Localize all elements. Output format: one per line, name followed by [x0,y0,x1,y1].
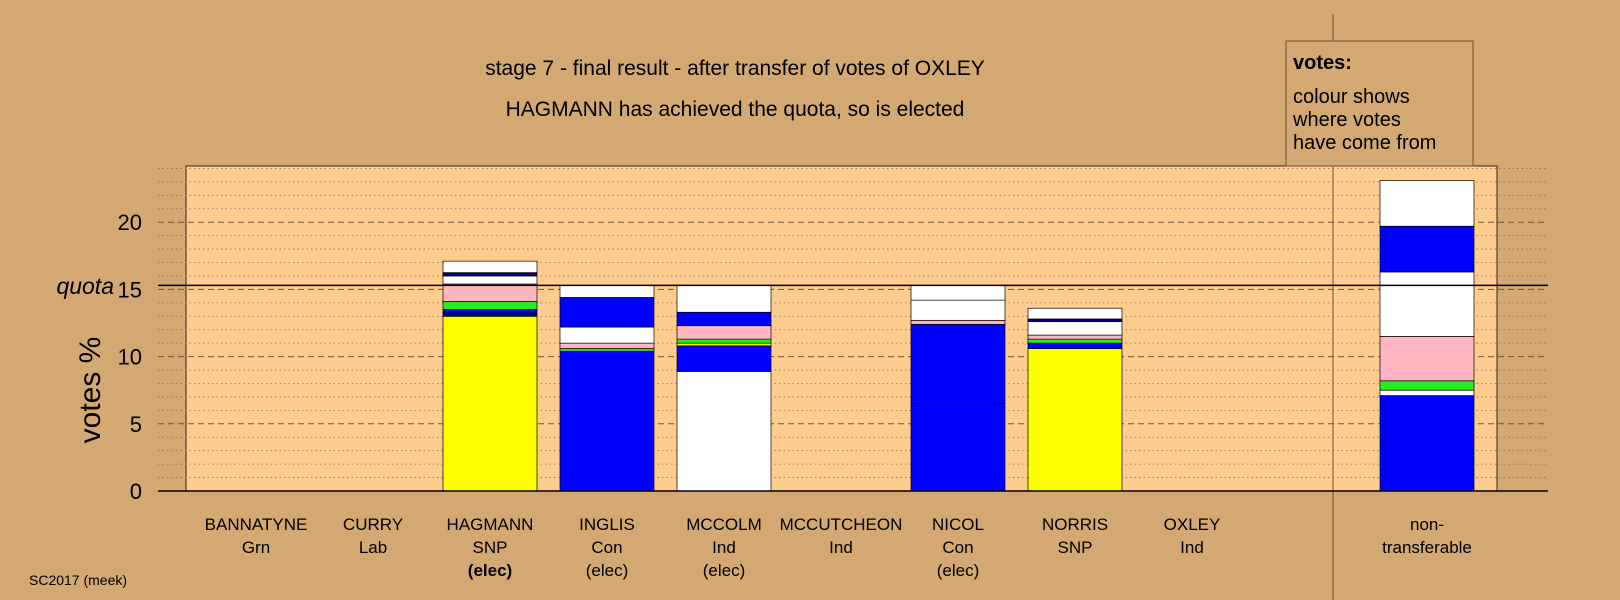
bar-norris-segment [1027,334,1123,340]
candidate-label-party: Ind [829,538,853,557]
bar-nicol-segment [910,299,1006,321]
y-tick-label: 0 [130,479,142,504]
bar-nontransferable-segment [1379,395,1475,492]
y-tick-label: 15 [118,277,142,302]
candidate-label-name: BANNATYNE [205,515,308,534]
candidate-label-name: CURRY [343,515,403,534]
bar-hagmann-segment [442,272,538,277]
plot-background [185,165,1498,492]
legend-title: votes: [1293,52,1352,74]
candidate-label-party: Grn [242,538,270,557]
candidate-label-status: (elec) [703,561,746,580]
bar-nontransferable-segment [1379,380,1475,391]
y-tick-label: 10 [118,345,142,370]
candidate-label-status: (elec) [468,561,512,580]
candidate-label-name: HAGMANN [447,515,534,534]
bar-norris-segment [1027,338,1123,344]
legend-line-2: where votes [1292,109,1401,131]
candidate-label-name: OXLEY [1164,515,1221,534]
bar-inglis-segment [559,297,655,328]
candidate-label-status: (elec) [586,561,629,580]
bar-hagmann-segment [442,309,538,314]
footer-note: SC2017 (meek) [29,572,127,588]
candidate-label-name: MCCOLM [686,515,762,534]
bar-nicol-segment [910,285,1006,301]
bar-hagmann-segment [442,301,538,310]
bar-norris-segment [1027,342,1123,349]
bar-hagmann-segment [442,260,538,273]
bar-mccolm-segment [676,338,772,344]
plot-area: 0 5 10 15 20 BANNATYNE Grn CURRY Lab HAGMANN SNP (e… [118,14,1548,600]
bar-mccolm-segment [676,342,772,347]
legend-box: votes: colour shows where votes have com… [1285,40,1474,167]
bar-hagmann-segment [442,275,538,285]
bar-inglis-segment [559,350,655,492]
bar-hagmann-segment [442,283,538,302]
bar-nontransferable-segment [1379,336,1475,382]
bar-inglis-segment [559,285,655,298]
nontransferable-label-line-1: non- [1410,515,1444,534]
y-axis-label: votes % [74,337,107,444]
nontransferable-label-line-2: transferable [1382,538,1472,557]
bar-inglis-segment [559,348,655,352]
candidate-label-party: Con [942,538,973,557]
y-tick-label: 20 [118,210,142,235]
bar-inglis-segment [559,326,655,344]
bar-nicol-segment [910,323,1006,404]
bar-hagmann-segment [442,315,538,492]
bar-nicol-segment [910,319,1006,325]
bar-hagmann-segment [442,312,538,317]
quota-label: quota [56,273,114,299]
bar-mccolm-segment [676,311,772,327]
candidate-label-name: INGLIS [579,515,635,534]
bar-mccolm-segment [676,285,772,313]
candidate-label-party: Con [591,538,622,557]
bar-mccolm-segment [676,371,772,492]
bar-norris-segment [1027,348,1123,492]
candidate-label-name: NORRIS [1042,515,1108,534]
y-tick-label: 5 [130,412,142,437]
candidate-label-name: NICOL [932,515,984,534]
bar-nontransferable-segment [1379,389,1475,396]
bar-norris-segment [1027,321,1123,336]
chart-title: stage 7 - final result - after transfer … [485,57,985,80]
bar-mccolm-segment [676,325,772,340]
candidate-label-status: (elec) [937,561,980,580]
bar-mccolm-segment [676,345,772,372]
bar-nontransferable-segment [1379,225,1475,273]
chart-subtitle: HAGMANN has achieved the quota, so is el… [506,98,965,121]
bar-norris-segment [1027,307,1123,320]
bar-inglis-segment [559,342,655,349]
bar-nontransferable-segment [1379,180,1475,227]
candidate-label-party: SNP [1058,538,1093,557]
candidate-label-party: Ind [712,538,736,557]
candidate-label-party: SNP [473,538,508,557]
bar-nicol-segment [910,403,1006,492]
candidate-label-party: Ind [1180,538,1204,557]
bar-nontransferable-segment [1379,271,1475,337]
legend-line-3: have come from [1293,132,1436,154]
legend-line-1: colour shows [1293,86,1410,108]
candidate-label-party: Lab [359,538,387,557]
bar-norris-segment [1027,318,1123,323]
candidate-label-name: MCCUTCHEON [780,515,903,534]
